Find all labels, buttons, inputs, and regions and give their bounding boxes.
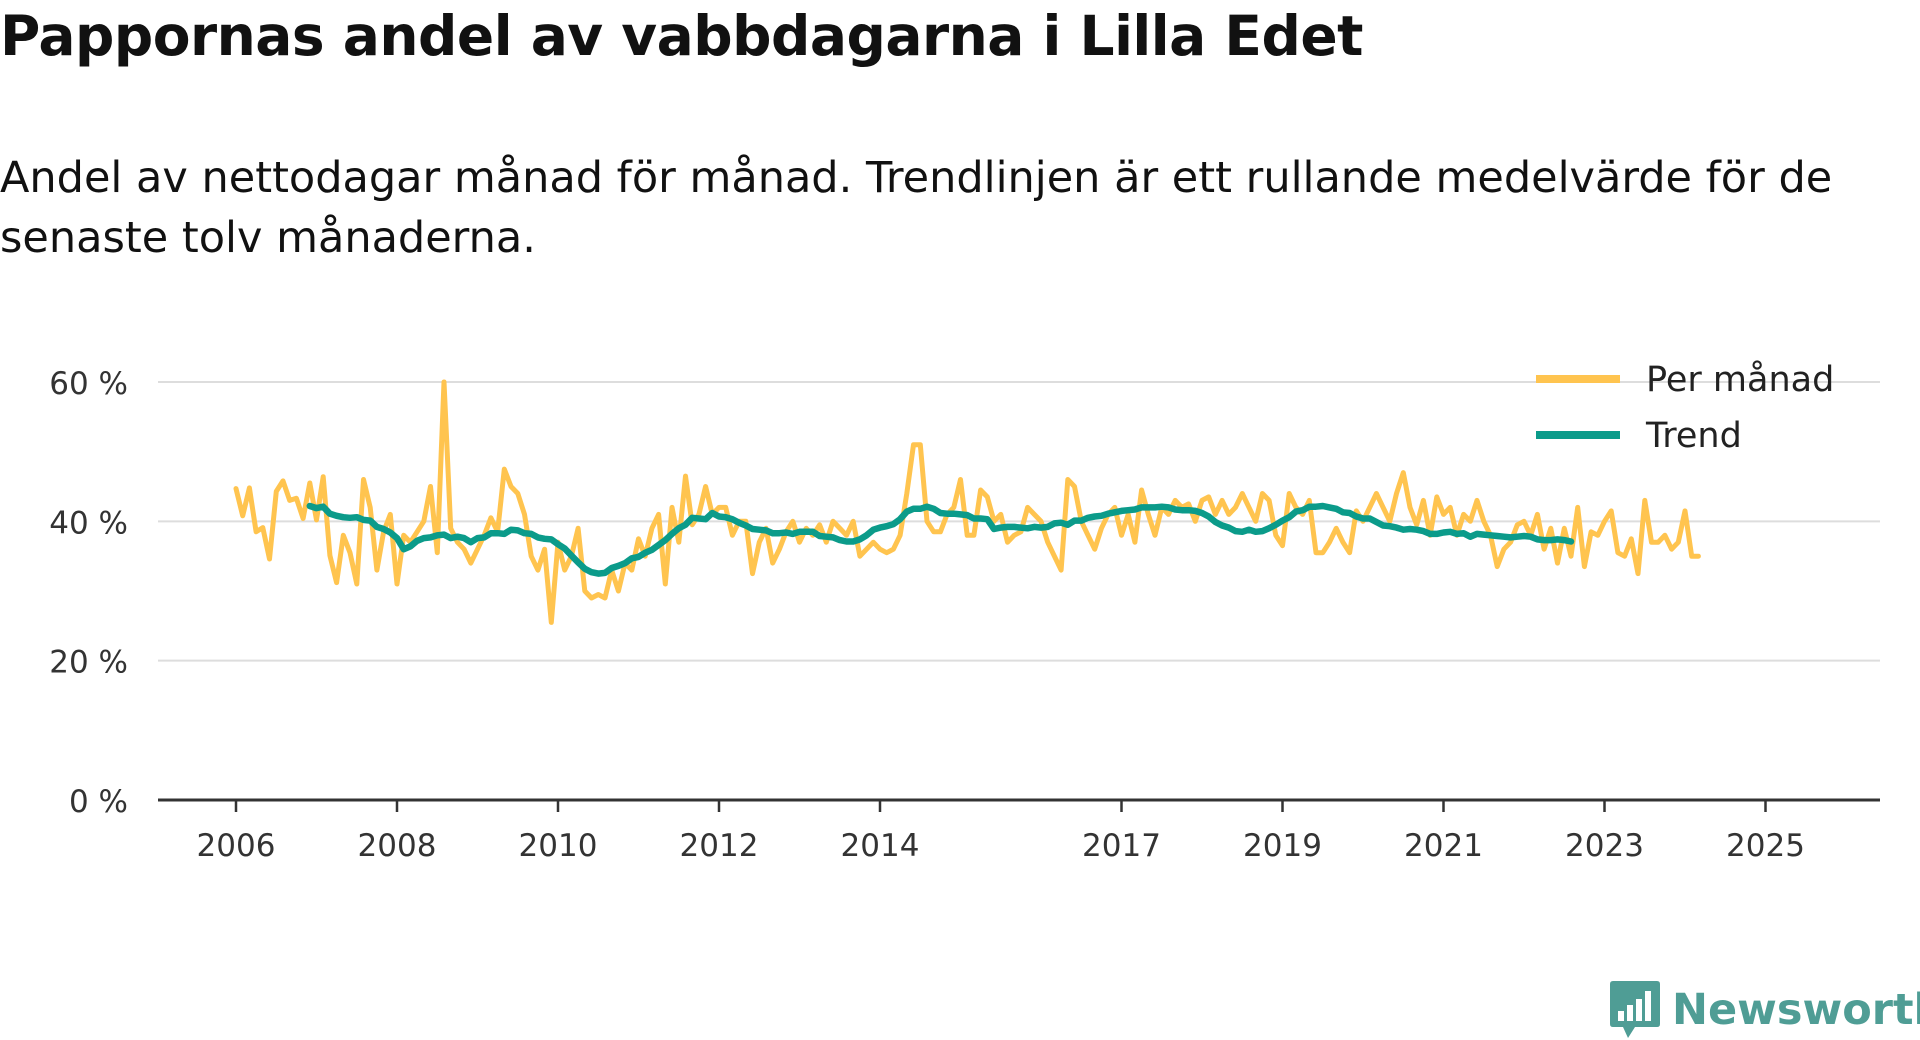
- gridlines: [158, 381, 1880, 662]
- x-tick-label: 2014: [841, 828, 920, 864]
- x-tick-label: 2010: [519, 828, 598, 864]
- y-tick-label: 20 %: [49, 645, 128, 681]
- y-axis: 0 % 20 % 40 % 60 %: [49, 366, 128, 820]
- legend-label: Per månad: [1646, 359, 1834, 400]
- y-tick-label: 60 %: [49, 366, 128, 402]
- x-tick-label: 2012: [680, 828, 759, 864]
- series-line-trend: [306, 502, 1575, 577]
- brand-name: Newsworthy: [1672, 985, 1920, 1035]
- y-tick-label: 40 %: [49, 505, 128, 541]
- legend-label: Trend: [1645, 416, 1742, 456]
- series-layer: [233, 379, 1701, 625]
- chart-subtitle: Andel av nettodagar månad för månad. Tre…: [0, 153, 1833, 263]
- chart-title: Pappornas andel av vabbdagarna i Lilla E…: [0, 4, 1363, 68]
- x-axis: 2006 2008 2010 2012 2014 2017 2019 2021 2023 2025: [197, 800, 1805, 864]
- x-tick-label: 2008: [358, 828, 437, 864]
- x-tick-label: 2017: [1082, 828, 1161, 864]
- x-tick-label: 2023: [1565, 828, 1644, 864]
- y-tick-label: 0 %: [69, 784, 128, 820]
- bar-chart-icon: [1610, 981, 1660, 1038]
- x-tick-label: 2021: [1404, 828, 1483, 864]
- legend: Per månad Trend: [1536, 359, 1834, 456]
- x-tick-label: 2025: [1726, 828, 1805, 864]
- brand-logo: Newsworthy: [1610, 980, 1920, 1040]
- x-tick-label: 2006: [197, 828, 276, 864]
- series-line-per-manad: [233, 379, 1701, 625]
- x-tick-label: 2019: [1243, 828, 1322, 864]
